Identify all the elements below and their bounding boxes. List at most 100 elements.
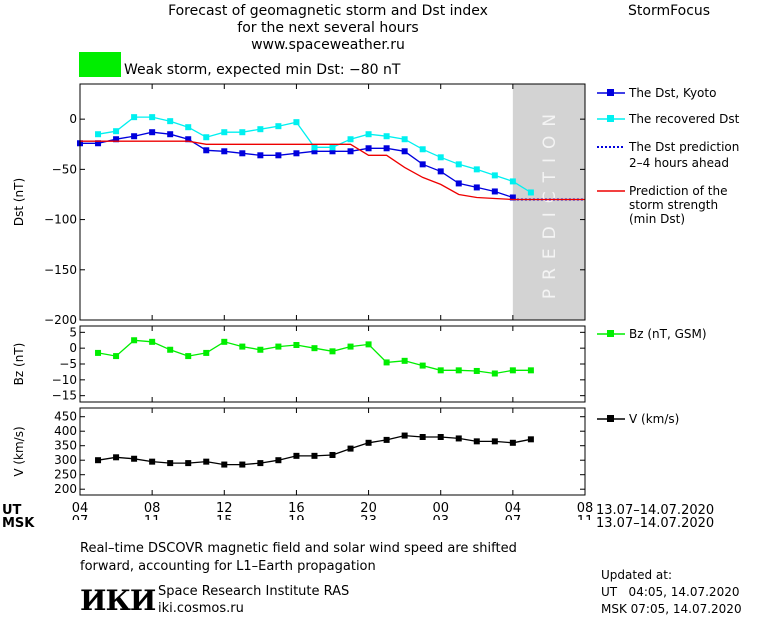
dst-point	[347, 136, 354, 143]
legend-dst-kyoto: The Dst, Kyoto	[629, 86, 717, 100]
ut-tick-label: 04	[505, 501, 522, 516]
dst-point	[167, 118, 174, 125]
bz-point	[365, 341, 372, 348]
ut-axis-label: UT	[2, 503, 22, 518]
bz-point	[239, 343, 246, 350]
dst-ylabel: Dst (nT)	[12, 178, 26, 226]
dst-point	[149, 114, 156, 121]
dst-ytick-label: −50	[52, 162, 77, 176]
bz-point	[203, 349, 210, 356]
bz-ytick-label: 5	[69, 325, 77, 339]
site-url[interactable]: www.spaceweather.ru	[251, 37, 405, 53]
bz-ytick-label: −10	[52, 373, 77, 387]
bz-panel: 5 0 −5 −10 −15 Bz (nT)	[12, 325, 586, 403]
v-point	[113, 454, 120, 461]
bz-ylabel: Bz (nT)	[12, 343, 26, 386]
v-ytick-label: 400	[54, 424, 77, 438]
v-ytick-label: 200	[54, 482, 77, 496]
bz-frame	[79, 325, 586, 403]
dst-point	[311, 144, 318, 151]
dst-point	[95, 140, 102, 147]
v-frame	[79, 407, 586, 496]
ut-tick-label: 08	[577, 501, 594, 516]
v-point	[491, 438, 498, 445]
legend-storm-line3: (min Dst)	[629, 212, 686, 226]
v-point	[347, 445, 354, 452]
msk-axis-label: MSK	[2, 516, 35, 531]
bz-point	[509, 367, 516, 374]
dst-point	[527, 189, 534, 196]
legend-prediction-marker	[597, 146, 625, 148]
bz-point	[437, 367, 444, 374]
updated-label: Updated at:	[601, 568, 672, 582]
dst-point	[455, 180, 462, 187]
storm-status-text: Weak storm, expected min Dst: −80 nT	[124, 62, 401, 78]
v-point	[167, 460, 174, 467]
v-point	[275, 457, 282, 464]
dst-ytick-label: −200	[44, 313, 77, 327]
dst-point	[275, 123, 282, 130]
bz-point	[401, 357, 408, 364]
dst-point	[437, 154, 444, 161]
ut-tick-label: 16	[288, 501, 305, 516]
chart-title-line2: for the next several hours	[237, 20, 419, 36]
dst-point	[509, 194, 516, 201]
v-point	[401, 432, 408, 439]
msk-tick-label: 23	[360, 514, 377, 520]
dst-point	[167, 131, 174, 138]
bz-point	[113, 353, 120, 360]
institute-site[interactable]: iki.cosmos.ru	[158, 601, 244, 616]
msk-tick-label: 19	[288, 514, 305, 520]
v-ylabel: V (km/s)	[12, 426, 26, 476]
storm-status-swatch	[79, 52, 121, 77]
dst-point	[365, 131, 372, 138]
dst-point	[347, 148, 354, 155]
bz-point	[275, 343, 282, 350]
ut-tick-label: 00	[432, 501, 449, 516]
dst-point	[239, 129, 246, 136]
forecast-charts: PREDICTION 0 −50 −100 −150 −200 Dst (nT) 5 0 −5 −…	[12, 83, 594, 520]
brand-name: StormFocus	[628, 3, 711, 19]
legend-prediction-line1: The Dst prediction	[629, 140, 740, 154]
updated-ut: UT 04:05, 14.07.2020	[601, 585, 740, 599]
bz-point	[329, 348, 336, 355]
dst-series-line	[97, 116, 532, 194]
bz-point	[293, 342, 300, 348]
dst-point	[113, 128, 120, 135]
dst-point	[239, 150, 246, 157]
v-point	[455, 435, 462, 442]
v-point	[131, 455, 138, 462]
v-point	[419, 434, 426, 440]
bz-ytick-label: 0	[69, 341, 77, 355]
legend-prediction-line2: 2–4 hours ahead	[629, 156, 729, 170]
dst-point	[185, 124, 192, 131]
bz-point	[149, 338, 156, 345]
dst-point	[203, 134, 210, 141]
bz-point	[95, 349, 102, 356]
dst-ytick-label: 0	[69, 112, 77, 126]
dst-point	[293, 119, 300, 126]
bz-point	[473, 367, 480, 374]
v-series-line	[97, 434, 532, 466]
v-point	[257, 460, 264, 467]
dst-point	[437, 168, 444, 175]
legend-recovered-dst: The recovered Dst	[629, 112, 740, 126]
iki-logo: ИКИ	[80, 584, 156, 617]
dst-point	[311, 148, 318, 155]
dst-point	[221, 129, 228, 136]
dst-point	[329, 148, 336, 155]
v-point	[95, 457, 102, 464]
v-ytick-label: 450	[54, 410, 77, 424]
bz-point	[347, 343, 354, 350]
legend-v: V (km/s)	[629, 412, 680, 426]
v-point	[149, 458, 156, 465]
dst-point	[293, 150, 300, 157]
bz-point	[419, 362, 426, 369]
bz-point	[491, 370, 498, 377]
ut-tick-label: 08	[144, 501, 161, 516]
bz-point	[455, 367, 462, 374]
dst-frame	[79, 83, 586, 321]
dst-point	[473, 184, 480, 191]
bz-point	[167, 346, 174, 353]
